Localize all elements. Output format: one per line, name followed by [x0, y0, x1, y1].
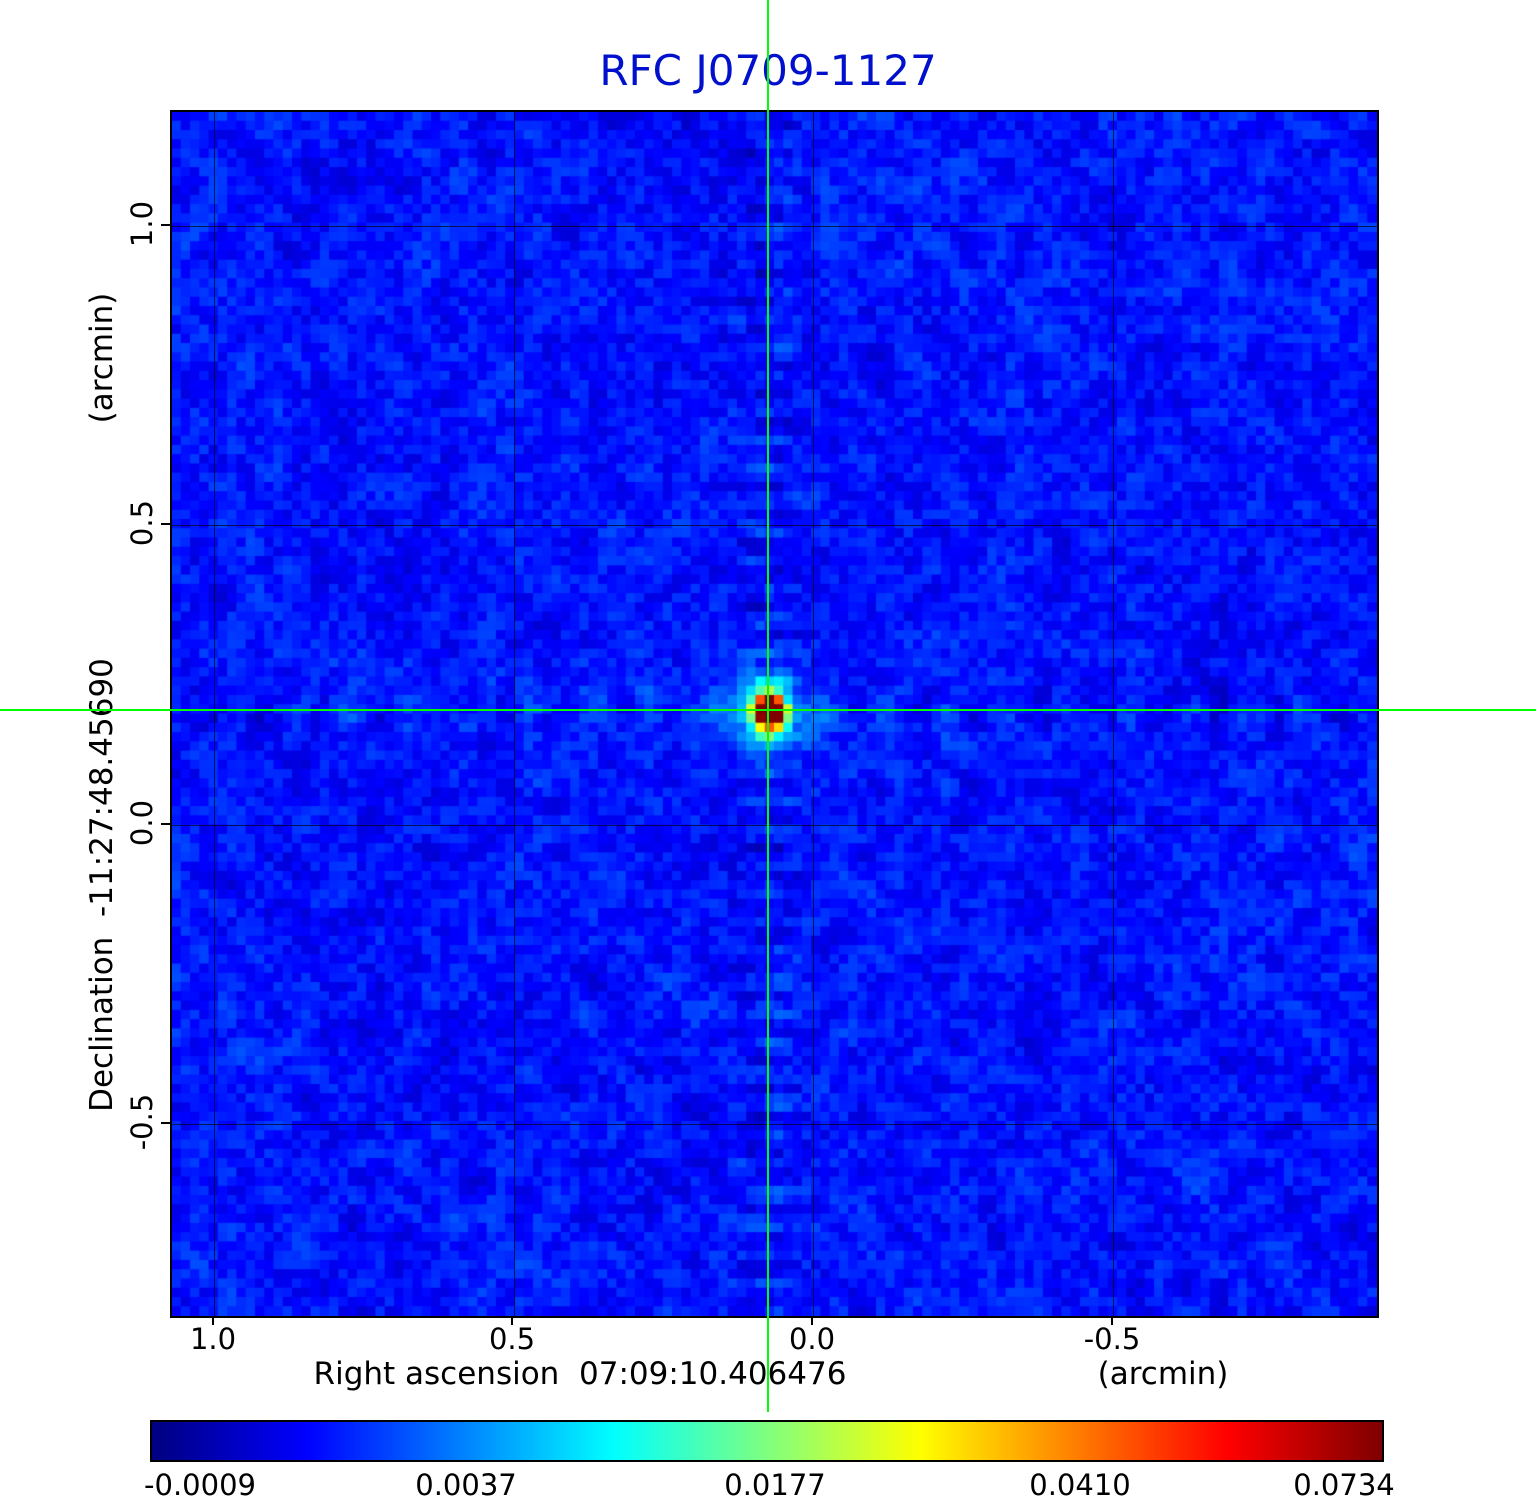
y-tick-mark: [161, 823, 170, 825]
colorbar-tick-label: 0.0734: [1293, 1468, 1395, 1502]
colorbar: [150, 1420, 1384, 1462]
x-tick-label: 1.0: [189, 1322, 237, 1356]
heatmap-canvas: [172, 112, 1377, 1316]
gridline-horizontal: [172, 525, 1377, 526]
gridline-horizontal: [172, 226, 1377, 227]
colorbar-tick-label: 0.0037: [415, 1468, 517, 1502]
x-tick-label: -0.5: [1083, 1322, 1141, 1356]
x-tick-mark: [511, 1316, 513, 1325]
crosshair-vertical: [767, 0, 769, 1412]
y-tick-mark: [161, 224, 170, 226]
x-axis-unit: (arcmin): [1097, 1356, 1229, 1392]
gridline-vertical: [813, 112, 814, 1316]
gridline-horizontal: [172, 825, 1377, 826]
x-tick-mark: [1111, 1316, 1113, 1325]
colorbar-tick-label: 0.0177: [724, 1468, 826, 1502]
y-tick-mark: [161, 523, 170, 525]
x-axis-label: Right ascension 07:09:10.406476: [313, 1356, 847, 1392]
gridline-vertical: [214, 112, 215, 1316]
crosshair-horizontal: [0, 709, 1536, 711]
gridline-horizontal: [172, 1124, 1377, 1125]
x-tick-label: 0.0: [788, 1322, 836, 1356]
gridline-vertical: [514, 112, 515, 1316]
y-tick-mark: [161, 1122, 170, 1124]
heatmap-plot: [170, 110, 1379, 1318]
colorbar-tick-label: -0.0009: [144, 1468, 256, 1502]
chart-title: RFC J0709-1127: [599, 46, 937, 95]
gridline-vertical: [1113, 112, 1114, 1316]
x-tick-mark: [811, 1316, 813, 1325]
x-tick-mark: [212, 1316, 214, 1325]
x-tick-label: 0.5: [488, 1322, 536, 1356]
colorbar-tick-label: 0.0410: [1029, 1468, 1131, 1502]
colorbar-canvas: [152, 1422, 1382, 1460]
